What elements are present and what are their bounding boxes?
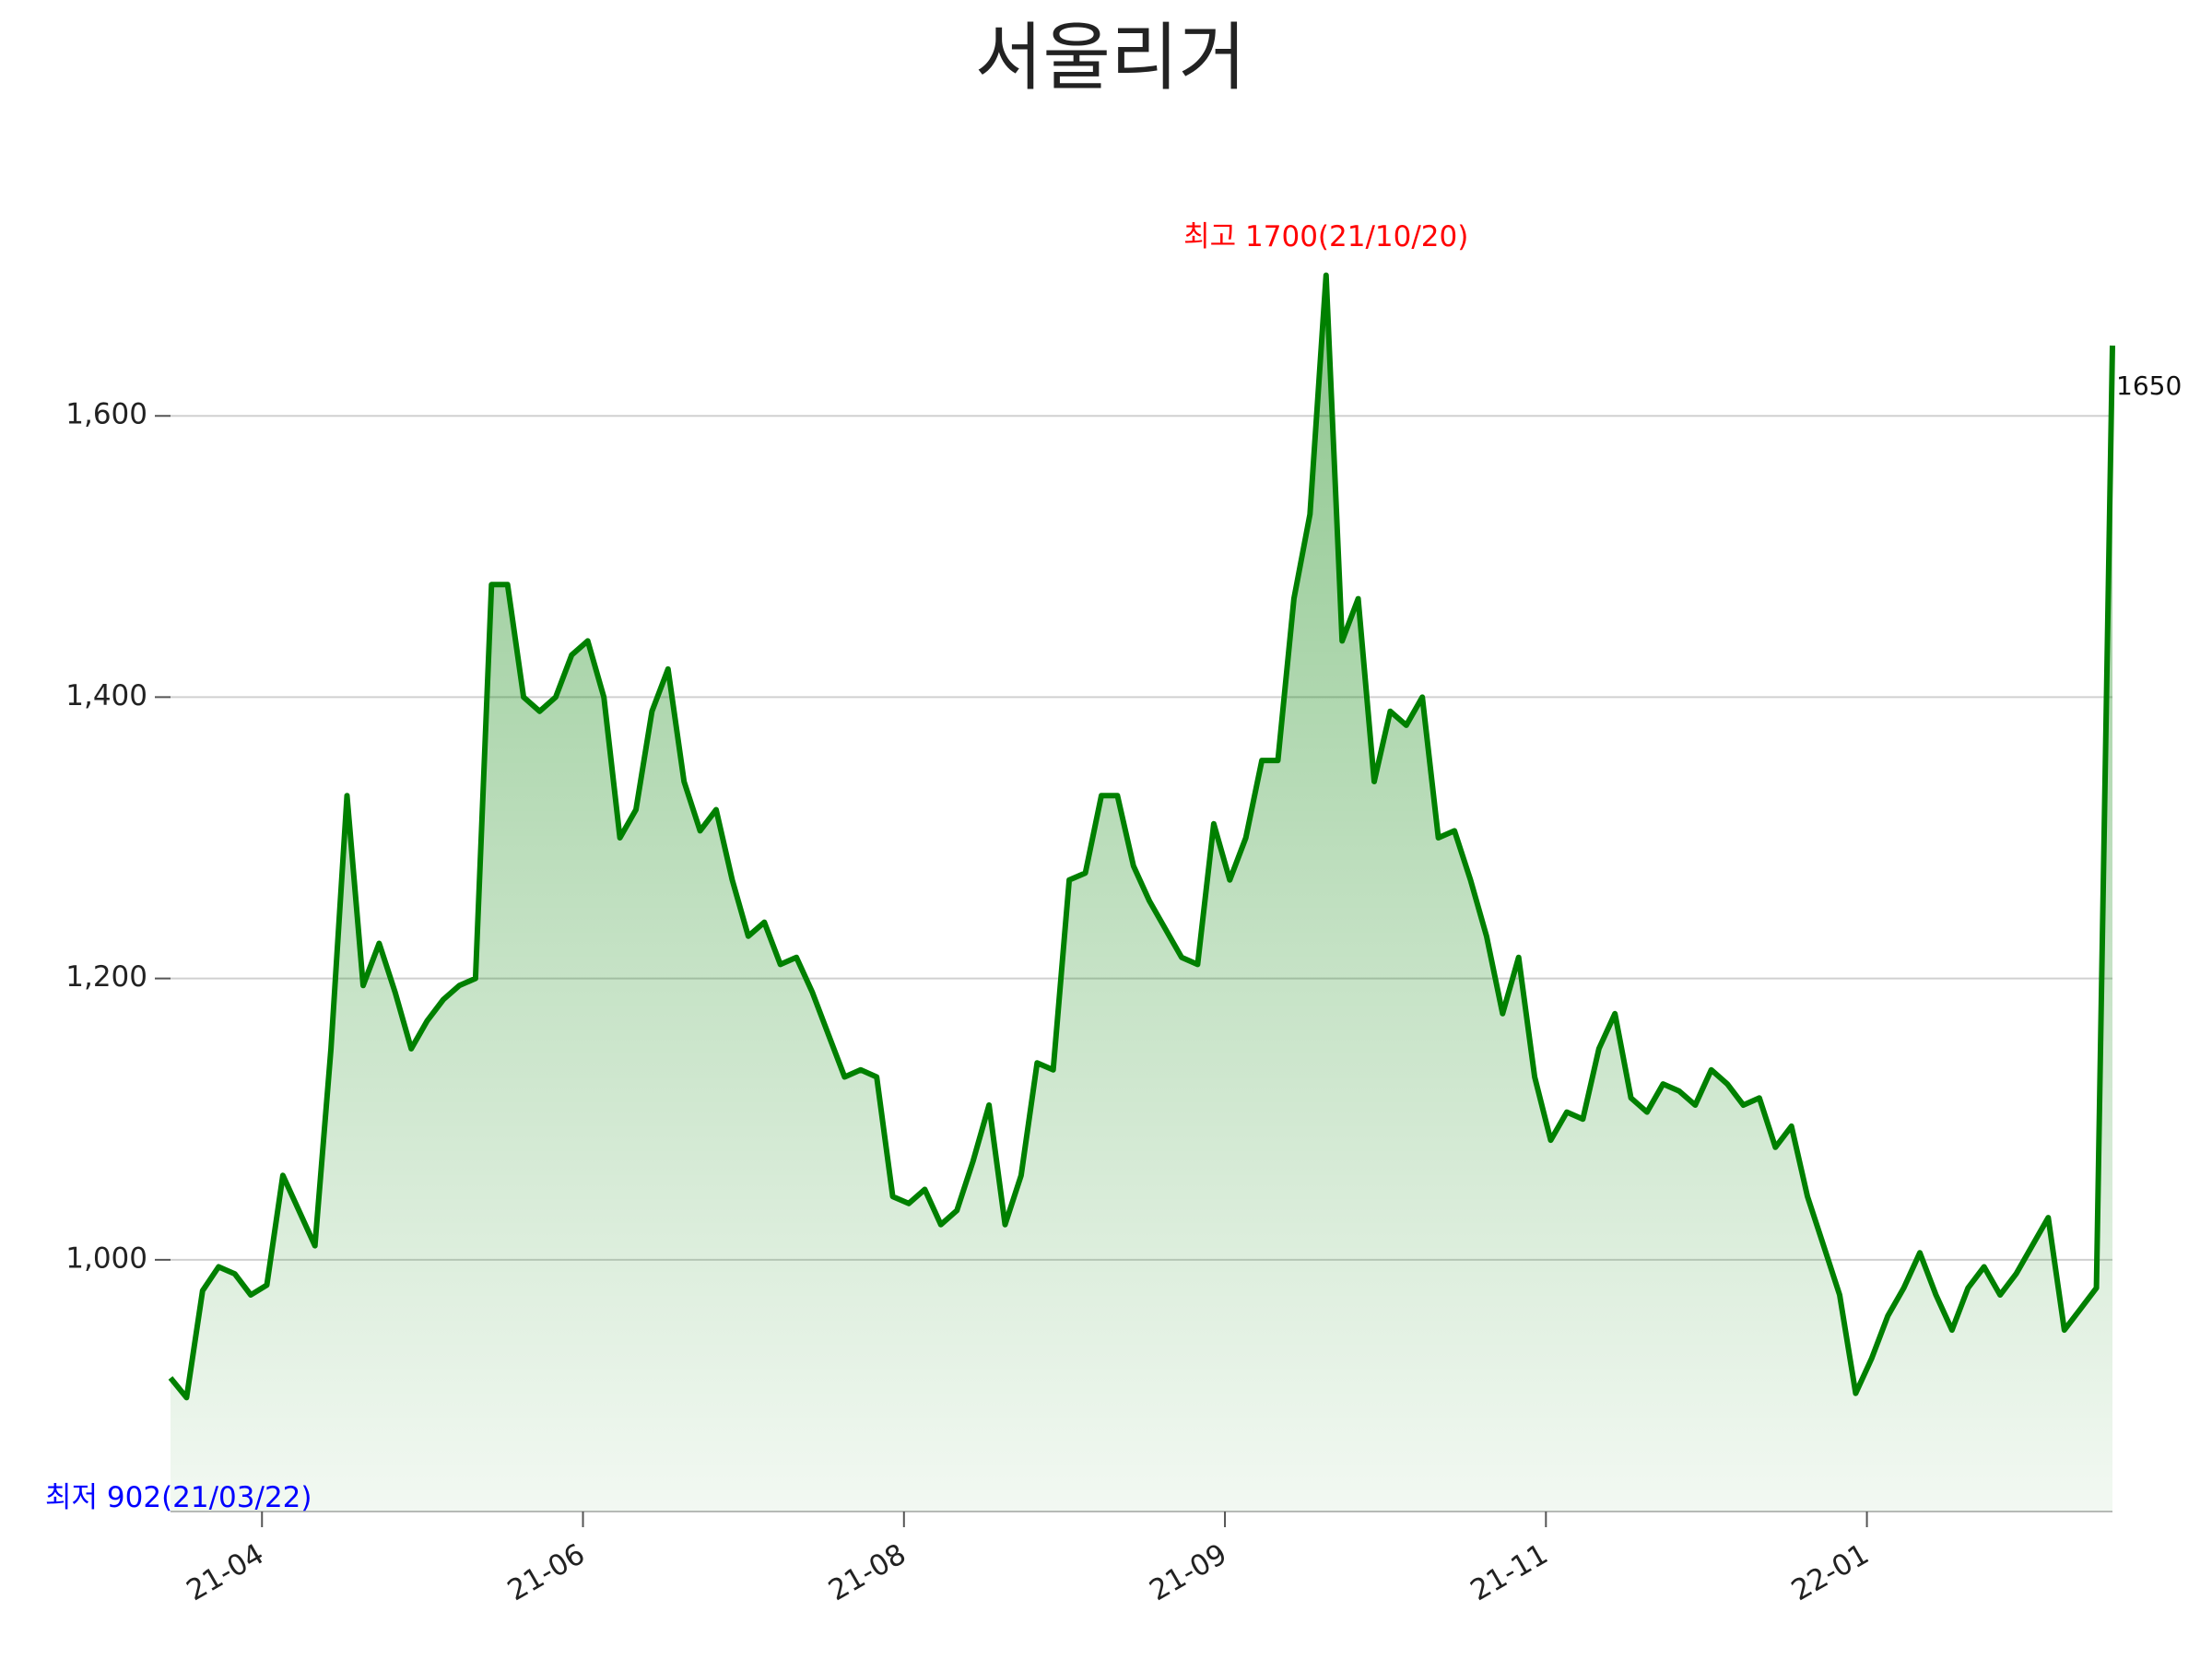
y-tick-label: 1,600 <box>65 398 147 431</box>
min-annotation: 최저 902(21/03/22) <box>45 1481 312 1514</box>
line <box>168 272 2115 1401</box>
y-tick-label: 1,400 <box>65 679 147 712</box>
y-tick-label: 1,200 <box>65 960 147 994</box>
y-tick-label: 1,000 <box>65 1241 147 1275</box>
x-tick-label: 21-09 <box>1144 1537 1232 1607</box>
x-tick-label: 22-01 <box>1786 1537 1875 1607</box>
x-tick-label: 21-11 <box>1465 1537 1554 1607</box>
max-annotation: 최고 1700(21/10/20) <box>1183 220 1468 253</box>
chart-title: 서울리거 <box>975 15 1246 100</box>
last-value-label: 1650 <box>2116 371 2182 401</box>
x-tick-label: 21-08 <box>823 1537 912 1607</box>
x-tick-label: 21-04 <box>181 1537 269 1607</box>
area <box>171 275 2112 1512</box>
x-tick-label: 21-06 <box>502 1537 591 1607</box>
